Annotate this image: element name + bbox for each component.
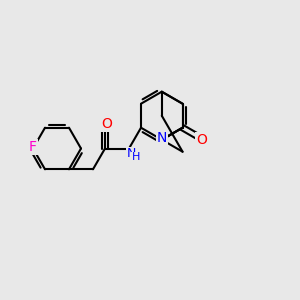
Text: F: F <box>29 140 37 154</box>
Text: N: N <box>127 147 136 161</box>
Text: O: O <box>101 118 112 131</box>
Text: N: N <box>157 131 167 145</box>
Text: H: H <box>131 152 140 162</box>
Text: O: O <box>196 133 207 147</box>
